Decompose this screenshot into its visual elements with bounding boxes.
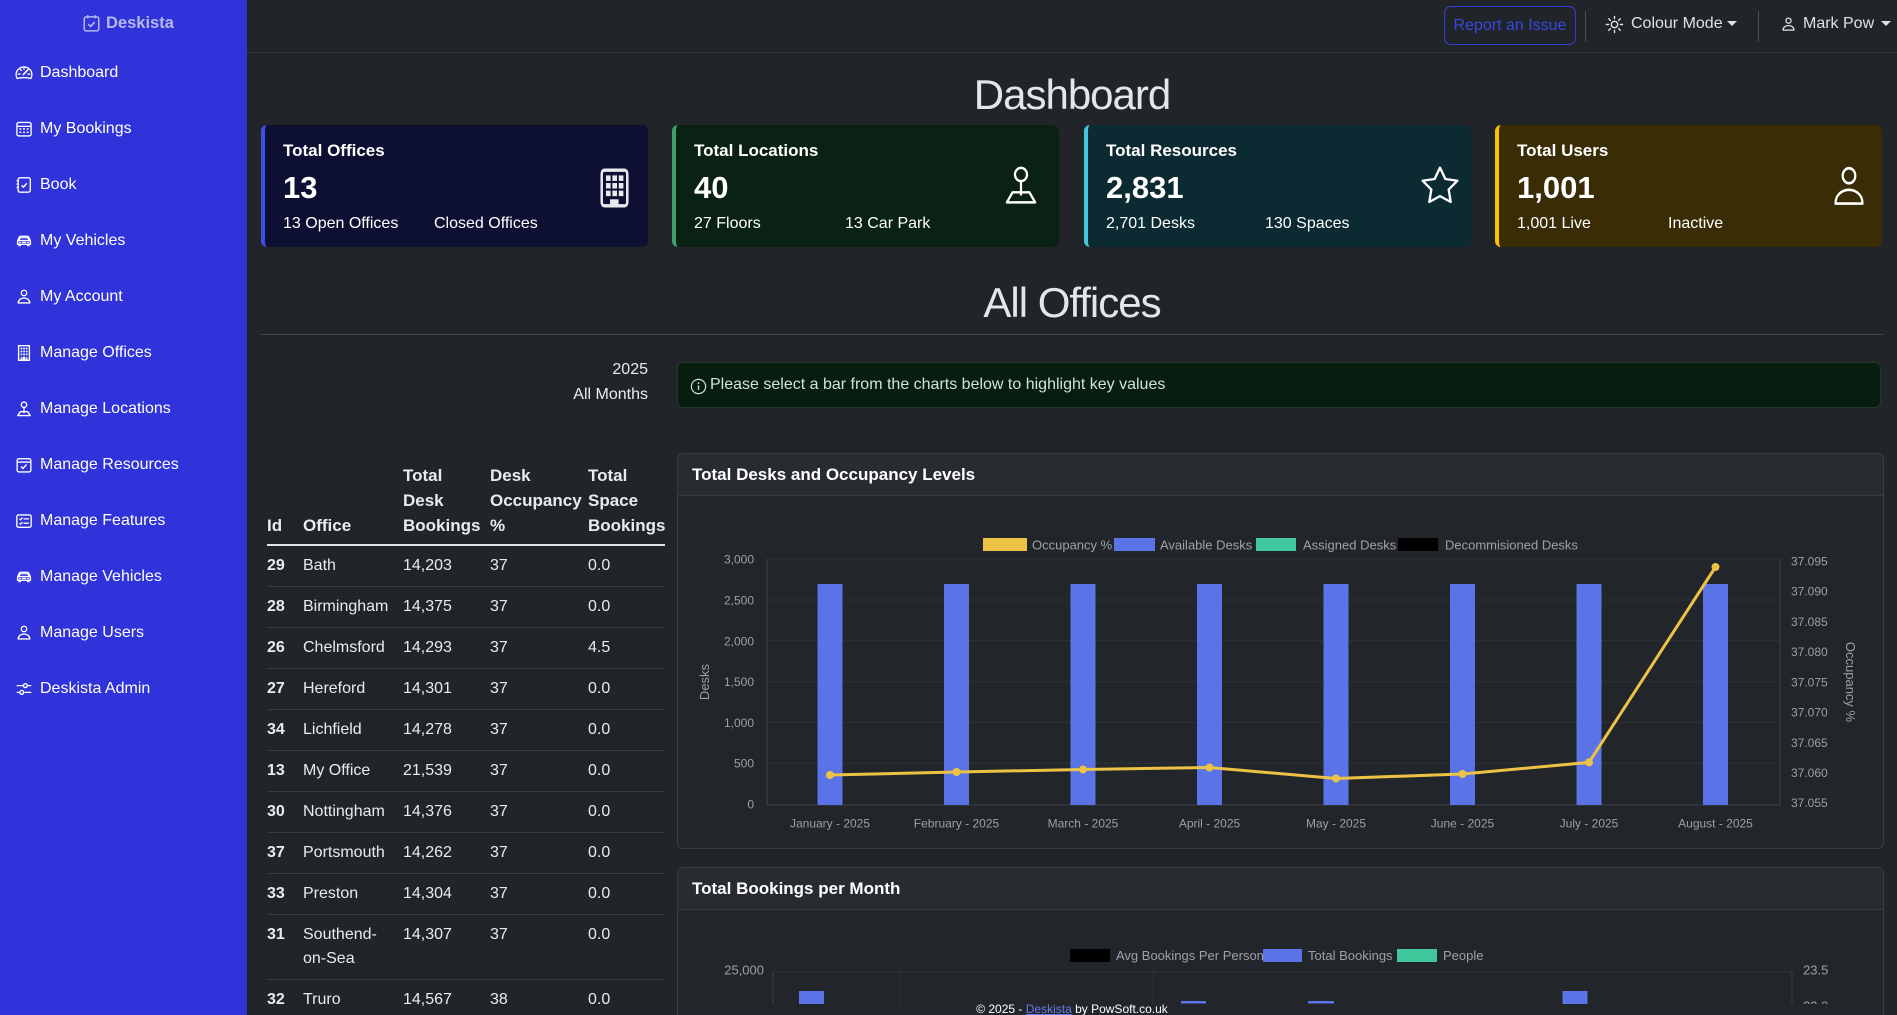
svg-text:Available Desks: Available Desks bbox=[1160, 537, 1253, 552]
svg-text:2,000: 2,000 bbox=[724, 634, 754, 648]
svg-text:0: 0 bbox=[747, 798, 754, 812]
svg-text:August - 2025: August - 2025 bbox=[1678, 817, 1753, 831]
svg-text:1,000: 1,000 bbox=[724, 716, 754, 730]
svg-text:37.075: 37.075 bbox=[1791, 675, 1828, 689]
svg-text:37.090: 37.090 bbox=[1791, 585, 1828, 599]
svg-text:37.095: 37.095 bbox=[1791, 554, 1828, 568]
svg-text:37.070: 37.070 bbox=[1791, 706, 1828, 720]
svg-text:37.085: 37.085 bbox=[1791, 615, 1828, 629]
svg-text:April - 2025: April - 2025 bbox=[1179, 817, 1241, 831]
svg-text:June - 2025: June - 2025 bbox=[1431, 817, 1495, 831]
svg-text:February - 2025: February - 2025 bbox=[914, 817, 1000, 831]
svg-text:Total Bookings: Total Bookings bbox=[1308, 948, 1393, 963]
svg-text:People: People bbox=[1443, 948, 1483, 963]
svg-text:Assigned Desks: Assigned Desks bbox=[1303, 537, 1397, 552]
svg-text:July - 2025: July - 2025 bbox=[1560, 817, 1619, 831]
svg-text:37.055: 37.055 bbox=[1791, 796, 1828, 810]
svg-text:3,000: 3,000 bbox=[724, 553, 754, 567]
svg-text:500: 500 bbox=[734, 757, 754, 771]
svg-text:Occupancy %: Occupancy % bbox=[1032, 537, 1113, 552]
svg-text:37.065: 37.065 bbox=[1791, 736, 1828, 750]
svg-text:25,000: 25,000 bbox=[724, 963, 764, 978]
svg-text:1,500: 1,500 bbox=[724, 675, 754, 689]
svg-text:May - 2025: May - 2025 bbox=[1306, 817, 1366, 831]
svg-text:January - 2025: January - 2025 bbox=[790, 817, 870, 831]
svg-text:Occupancy %: Occupancy % bbox=[1843, 642, 1858, 723]
svg-text:Desks: Desks bbox=[697, 663, 712, 700]
svg-text:23.0: 23.0 bbox=[1803, 999, 1828, 1005]
svg-text:37.060: 37.060 bbox=[1791, 766, 1828, 780]
svg-text:Decommisioned Desks: Decommisioned Desks bbox=[1445, 537, 1578, 552]
svg-text:Avg Bookings Per Person: Avg Bookings Per Person bbox=[1116, 948, 1264, 963]
svg-text:23.5: 23.5 bbox=[1803, 963, 1828, 978]
svg-text:37.080: 37.080 bbox=[1791, 645, 1828, 659]
svg-text:2,500: 2,500 bbox=[724, 594, 754, 608]
svg-text:March - 2025: March - 2025 bbox=[1048, 817, 1119, 831]
